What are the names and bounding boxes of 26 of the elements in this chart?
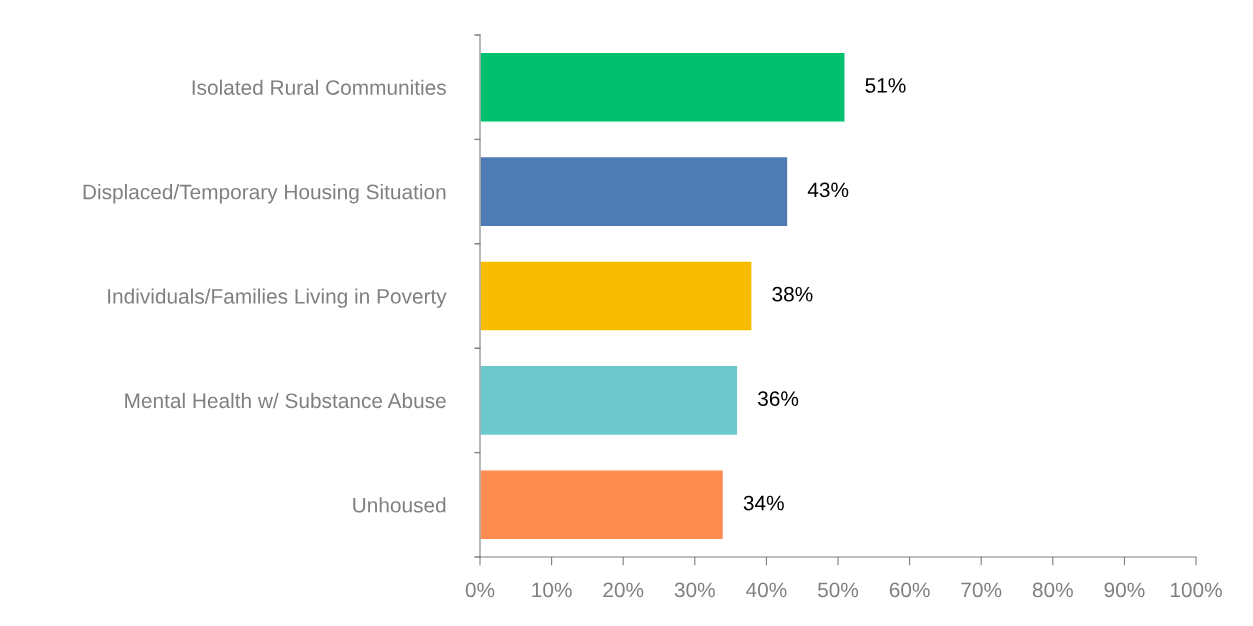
bar xyxy=(480,469,725,541)
y-tick-label: Isolated Rural Communities xyxy=(192,79,446,95)
x-tick-label: 50% xyxy=(817,582,859,598)
x-tick-label: 30% xyxy=(674,582,715,598)
x-tick-label: 90% xyxy=(1104,582,1145,598)
x-tick-label: 20% xyxy=(603,582,644,598)
bar xyxy=(480,51,846,123)
x-tick-label: 70% xyxy=(961,582,1002,598)
x-tick-label: 0% xyxy=(465,582,495,598)
x-tick-label: 40% xyxy=(746,582,787,598)
bar xyxy=(480,155,789,228)
data-label: 38% xyxy=(772,286,813,302)
data-label: 34% xyxy=(743,495,784,511)
y-tick-label: Individuals/Families Living in Poverty xyxy=(108,288,447,308)
x-tick-label: 10% xyxy=(532,582,572,598)
bar xyxy=(480,260,753,332)
x-tick-label: 80% xyxy=(1032,582,1073,598)
y-tick-label: Displaced/Temporary Housing Situation xyxy=(83,184,446,204)
data-label: 43% xyxy=(807,182,849,198)
x-tick-label: 100% xyxy=(1170,582,1222,598)
y-tick-label: Mental Health w/ Substance Abuse xyxy=(125,392,446,409)
y-tick-label: Unhoused xyxy=(353,497,446,513)
data-label: 36% xyxy=(758,391,799,406)
data-label: 51% xyxy=(865,78,906,93)
bar xyxy=(480,364,739,437)
x-tick-label: 60% xyxy=(889,582,930,598)
